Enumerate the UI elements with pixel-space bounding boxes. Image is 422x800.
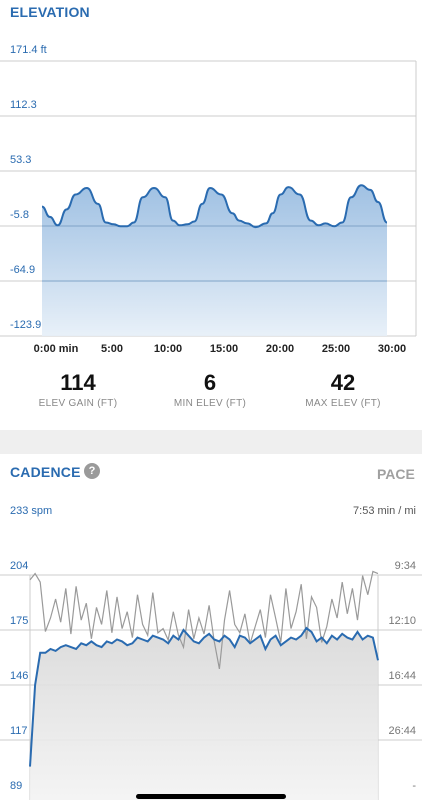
pace-y-label: 9:34 — [394, 560, 416, 572]
cadence-y-label: 89 — [10, 780, 23, 792]
elev-y-label: -64.9 — [10, 264, 36, 276]
cadence-line — [29, 626, 379, 767]
elev-gain-stat: 114 ELEV GAIN (FT) — [39, 370, 118, 409]
cadence-top-label: 233 spm — [10, 505, 53, 517]
elev-x-label: 5:00 — [100, 343, 124, 355]
cadence-y-label: 146 — [10, 670, 29, 682]
cadence-y-label: 117 — [10, 725, 28, 737]
elevation-chart[interactable] — [0, 0, 422, 430]
elevation-title: ELEVATION — [10, 4, 90, 20]
pace-y-label: - — [412, 780, 416, 792]
cadence-y-label: 175 — [10, 615, 29, 627]
cadence-y-label: 204 — [10, 560, 29, 572]
question-icon[interactable]: ? — [84, 463, 100, 479]
elev-x-label: 0:00 min — [33, 343, 79, 355]
elev-y-label: 112.3 — [10, 99, 37, 111]
max-elev-stat: 42 MAX ELEV (FT) — [305, 370, 381, 409]
elev-x-label: 15:00 — [209, 343, 239, 355]
pace-line — [29, 570, 379, 670]
elev-y-label: 53.3 — [10, 154, 32, 166]
cadence-area — [30, 628, 378, 800]
elevation-line — [41, 184, 388, 229]
stat-label: MAX ELEV (FT) — [305, 398, 381, 409]
elev-x-label: 25:00 — [321, 343, 351, 355]
stat-value: 114 — [60, 370, 96, 395]
pace-y-label: 16:44 — [388, 670, 416, 682]
elev-y-label: -5.8 — [10, 209, 29, 221]
elevation-area — [42, 185, 387, 336]
elev-x-label: 30:00 — [377, 343, 407, 355]
stat-label: MIN ELEV (FT) — [173, 398, 247, 409]
pace-top-label: 7:53 min / mi — [353, 505, 416, 517]
elev-y-label: 171.4 ft — [10, 44, 47, 56]
stat-label: ELEV GAIN (FT) — [38, 398, 118, 409]
cadence-title[interactable]: CADENCE — [10, 464, 81, 480]
section-divider — [0, 430, 422, 454]
stat-value: 42 — [330, 370, 356, 395]
min-elev-stat: 6 MIN ELEV (FT) — [174, 370, 246, 409]
pace-y-label: 12:10 — [388, 615, 416, 627]
home-indicator[interactable] — [136, 794, 286, 799]
elev-x-label: 20:00 — [265, 343, 295, 355]
pace-y-label: 26:44 — [388, 725, 416, 737]
pace-tab[interactable]: PACE — [377, 466, 415, 482]
elev-x-label: 10:00 — [153, 343, 183, 355]
elev-y-label: -123.9 — [10, 319, 42, 331]
stat-value: 6 — [203, 370, 217, 395]
